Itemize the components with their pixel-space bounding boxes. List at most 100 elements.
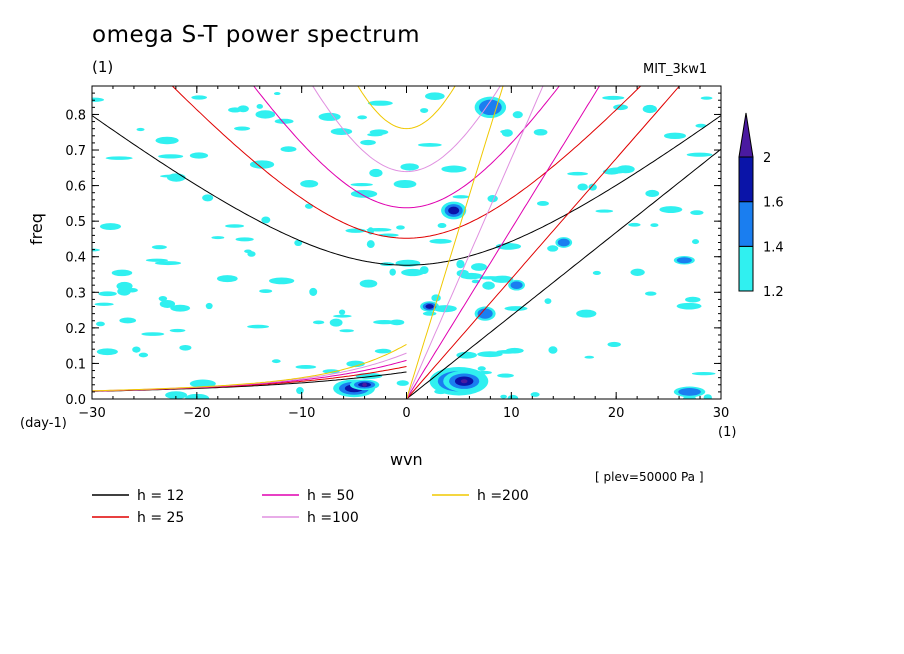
speckle — [296, 387, 304, 395]
x-tick-label: 10 — [503, 406, 520, 421]
speckle — [547, 245, 559, 252]
speckle — [478, 276, 503, 280]
speckle — [244, 249, 252, 254]
spectral-peak — [510, 281, 523, 290]
speckle — [330, 128, 353, 135]
speckle — [228, 107, 242, 113]
x-axis-label: wvn — [390, 450, 423, 469]
speckle — [261, 216, 271, 224]
speckle — [512, 111, 523, 119]
speckle — [507, 394, 519, 399]
speckle — [271, 359, 281, 364]
speckle — [249, 160, 275, 169]
spectral-peak — [460, 379, 468, 384]
speckle — [374, 348, 392, 354]
speckle — [300, 179, 319, 188]
speckle — [530, 392, 540, 397]
speckle — [645, 189, 660, 197]
y-tick-label: 0.5 — [65, 215, 86, 230]
speckle — [255, 110, 276, 119]
speckle — [329, 318, 343, 327]
speckle — [422, 311, 437, 316]
speckle — [333, 314, 352, 318]
speckle — [367, 133, 383, 137]
legend-label: h = 50 — [307, 488, 354, 504]
speckle — [338, 309, 346, 315]
speckle — [496, 349, 517, 354]
speckle — [154, 261, 182, 266]
speckle — [393, 180, 417, 189]
speckle — [360, 139, 376, 146]
speckle — [456, 259, 465, 269]
speckle — [155, 136, 179, 145]
spectral-peak — [479, 99, 502, 116]
speckle — [309, 287, 318, 296]
speckle — [234, 126, 251, 131]
speckle — [138, 352, 149, 358]
speckle — [191, 95, 207, 100]
pressure-level-note: [ plev=50000 Pa ] — [595, 470, 704, 484]
y-tick-label: 0.4 — [65, 251, 86, 266]
speckle — [99, 223, 122, 230]
speckle — [477, 351, 503, 358]
speckle — [359, 279, 378, 288]
chart-subtitle: (1) — [92, 58, 114, 76]
speckle — [339, 329, 354, 333]
speckle — [216, 275, 238, 283]
spectral-peak — [557, 238, 570, 247]
speckle — [170, 304, 191, 312]
speckle — [567, 171, 588, 176]
speckle — [650, 223, 659, 228]
y-tick-label: 0.6 — [65, 180, 86, 195]
x-tick-label: 20 — [608, 406, 625, 421]
speckle — [659, 206, 683, 214]
speckle — [256, 103, 263, 109]
speckle — [369, 168, 383, 178]
speckle — [96, 348, 118, 356]
spectral-peak — [448, 206, 460, 215]
speckle — [500, 394, 507, 399]
speckle — [350, 182, 373, 187]
speckle — [166, 173, 186, 182]
speckle — [690, 210, 704, 216]
speckle — [136, 127, 145, 132]
dispersion-curve-100 — [312, 86, 501, 173]
dispersion-curve-12 — [406, 148, 721, 399]
colorbar-label: 1.6 — [763, 196, 784, 211]
speckle — [141, 332, 165, 336]
speckle — [692, 239, 700, 245]
speckle — [456, 351, 477, 359]
speckle — [477, 366, 486, 371]
speckle — [431, 294, 441, 302]
x-tick-label: −30 — [78, 406, 105, 421]
speckle — [396, 225, 405, 230]
speckle — [628, 222, 641, 227]
spectral-peak — [678, 388, 701, 396]
y-tick-label: 0.8 — [65, 108, 86, 123]
speckle — [500, 129, 512, 134]
legend-label: h =200 — [477, 488, 529, 504]
speckle — [259, 289, 273, 294]
speckle — [700, 96, 713, 100]
speckle — [169, 328, 186, 333]
speckle — [346, 360, 365, 368]
speckle — [482, 281, 495, 290]
x-tick-label: −10 — [288, 406, 315, 421]
legend-label: h = 25 — [137, 510, 184, 526]
speckle — [471, 279, 480, 284]
speckle — [630, 268, 645, 276]
dispersion-curve-200 — [406, 86, 504, 399]
speckle — [145, 258, 169, 262]
speckle — [205, 302, 213, 310]
speckle — [664, 132, 686, 140]
speckle — [273, 92, 281, 96]
dispersion-curve-200 — [92, 343, 407, 392]
y-tick-label: 0.7 — [65, 144, 86, 159]
chart-title: omega S-T power spectrum — [92, 22, 421, 48]
speckle — [433, 305, 457, 313]
speckle — [119, 317, 137, 324]
speckle — [420, 108, 429, 113]
speckle — [548, 346, 558, 354]
speckle — [389, 268, 396, 276]
y-tick-label: 0.0 — [65, 393, 86, 408]
